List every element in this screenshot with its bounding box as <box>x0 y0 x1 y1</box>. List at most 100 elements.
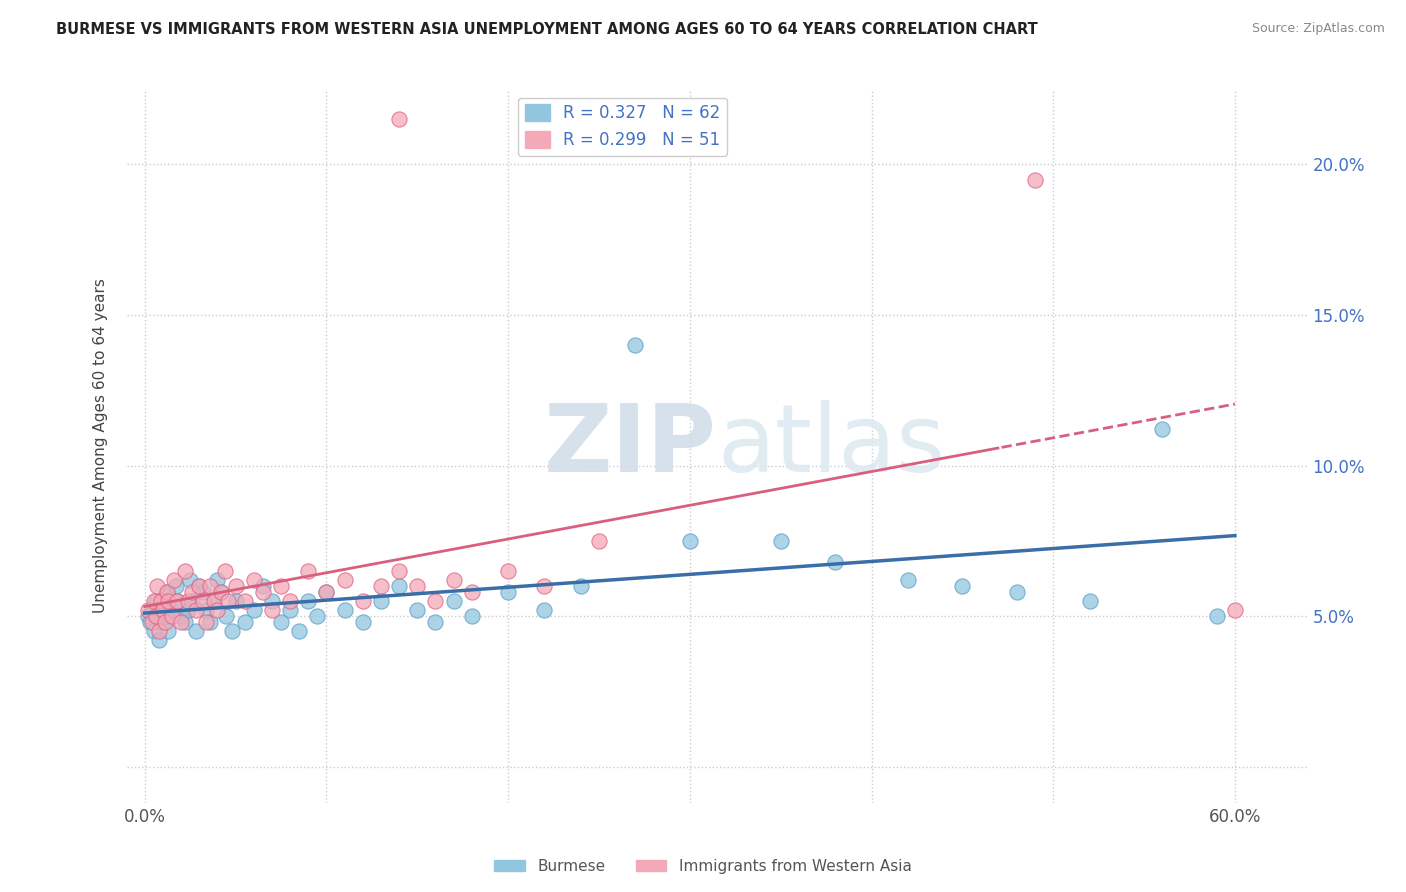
Point <box>142 594 165 608</box>
Point <box>166 594 188 608</box>
Point <box>217 594 239 608</box>
Point <box>288 624 311 639</box>
Point <box>139 615 162 629</box>
Point <box>443 594 465 608</box>
Point <box>260 603 283 617</box>
Point <box>191 594 214 608</box>
Point <box>496 564 519 578</box>
Point <box>370 579 392 593</box>
Point <box>150 615 173 629</box>
Text: atlas: atlas <box>717 400 945 492</box>
Point <box>252 585 274 599</box>
Point <box>278 603 301 617</box>
Point <box>443 573 465 587</box>
Point <box>170 609 193 624</box>
Point <box>163 573 186 587</box>
Point <box>173 564 195 578</box>
Point <box>388 564 411 578</box>
Point <box>191 585 214 599</box>
Point <box>1205 609 1227 624</box>
Point <box>496 585 519 599</box>
Point <box>181 594 204 608</box>
Point <box>188 579 211 593</box>
Point <box>188 579 211 593</box>
Point <box>209 585 232 599</box>
Text: ZIP: ZIP <box>544 400 717 492</box>
Point <box>160 603 183 617</box>
Point <box>352 615 374 629</box>
Point <box>198 579 221 593</box>
Point <box>195 615 218 629</box>
Point <box>425 615 447 629</box>
Point <box>824 555 846 569</box>
Point <box>1005 585 1028 599</box>
Point <box>225 594 247 608</box>
Point <box>297 594 319 608</box>
Point <box>195 603 218 617</box>
Point <box>388 112 411 127</box>
Point <box>184 603 207 617</box>
Point <box>307 609 329 624</box>
Point <box>242 603 264 617</box>
Point <box>157 624 180 639</box>
Point <box>152 603 174 617</box>
Point <box>588 533 610 548</box>
Point <box>153 615 176 629</box>
Point <box>278 594 301 608</box>
Point <box>1152 422 1174 436</box>
Point <box>198 615 221 629</box>
Point <box>461 585 484 599</box>
Text: BURMESE VS IMMIGRANTS FROM WESTERN ASIA UNEMPLOYMENT AMONG AGES 60 TO 64 YEARS C: BURMESE VS IMMIGRANTS FROM WESTERN ASIA … <box>56 22 1038 37</box>
Point <box>145 594 167 608</box>
Point <box>214 564 236 578</box>
Point <box>165 579 187 593</box>
Point <box>202 594 225 608</box>
Legend: Burmese, Immigrants from Western Asia: Burmese, Immigrants from Western Asia <box>488 853 918 880</box>
Point <box>252 579 274 593</box>
Point <box>202 594 225 608</box>
Point <box>260 594 283 608</box>
Point <box>221 624 243 639</box>
Point <box>184 624 207 639</box>
Point <box>170 615 193 629</box>
Point <box>897 573 920 587</box>
Point <box>425 594 447 608</box>
Point <box>1078 594 1101 608</box>
Point <box>233 615 256 629</box>
Point <box>166 594 188 608</box>
Point <box>297 564 319 578</box>
Point <box>160 609 183 624</box>
Point <box>769 533 792 548</box>
Point <box>950 579 973 593</box>
Point <box>388 579 411 593</box>
Point <box>141 615 163 629</box>
Point <box>406 579 429 593</box>
Point <box>333 573 356 587</box>
Point <box>152 594 174 608</box>
Text: Source: ZipAtlas.com: Source: ZipAtlas.com <box>1251 22 1385 36</box>
Point <box>1024 172 1046 186</box>
Point <box>177 603 200 617</box>
Point <box>138 603 160 617</box>
Point <box>679 533 702 548</box>
Point <box>315 585 337 599</box>
Point <box>148 624 170 639</box>
Point <box>225 579 247 593</box>
Point <box>315 585 337 599</box>
Point <box>155 585 177 599</box>
Point <box>148 633 170 648</box>
Point <box>146 579 169 593</box>
Point <box>145 609 167 624</box>
Point <box>533 579 555 593</box>
Point <box>215 609 238 624</box>
Point <box>138 609 160 624</box>
Point <box>142 624 165 639</box>
Point <box>333 603 356 617</box>
Point <box>461 609 484 624</box>
Point <box>173 615 195 629</box>
Point <box>141 603 163 617</box>
Point <box>181 585 204 599</box>
Point <box>242 573 264 587</box>
Point <box>207 603 229 617</box>
Point <box>146 609 169 624</box>
